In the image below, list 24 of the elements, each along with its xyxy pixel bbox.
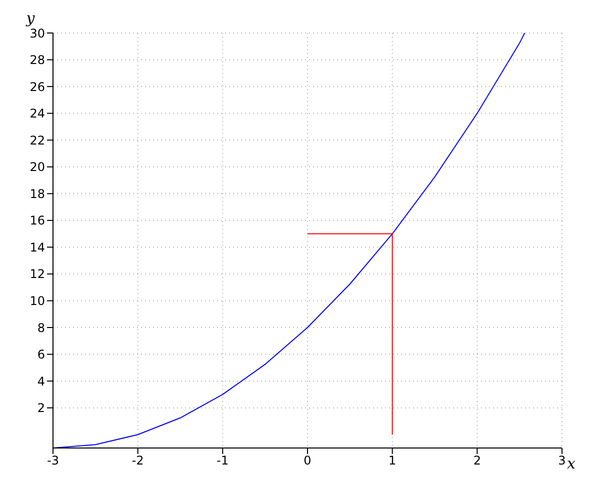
y-tick-label: 6 xyxy=(37,348,45,362)
y-tick-label: 4 xyxy=(37,374,45,388)
x-tick-label: -1 xyxy=(216,454,229,468)
y-axis-title: y xyxy=(25,9,36,27)
x-tick-label: -2 xyxy=(132,454,144,468)
y-tick-label: 8 xyxy=(37,320,45,335)
y-tick-label: 26 xyxy=(30,80,45,94)
y-tick-label: 16 xyxy=(30,214,45,228)
y-tick-label: 12 xyxy=(30,267,45,282)
y-tick-label: 20 xyxy=(30,160,45,174)
x-axis-title: x xyxy=(567,454,576,472)
x-tick-label: 2 xyxy=(473,454,481,468)
y-tick-label: 30 xyxy=(30,26,45,40)
y-tick-label: 2 xyxy=(37,401,45,416)
y-tick-label: 18 xyxy=(30,186,45,201)
y-tick-label: 24 xyxy=(30,106,45,121)
y-tick-label: 28 xyxy=(30,53,45,68)
y-tick-label: 10 xyxy=(30,294,45,308)
y-tick-label: 14 xyxy=(30,240,45,254)
y-tick-label: 22 xyxy=(30,133,45,148)
x-tick-label: 0 xyxy=(304,454,312,468)
x-tick-label: -3 xyxy=(47,454,59,468)
x-tick-label: 1 xyxy=(388,454,396,468)
x-tick-label: 3 xyxy=(558,454,566,468)
